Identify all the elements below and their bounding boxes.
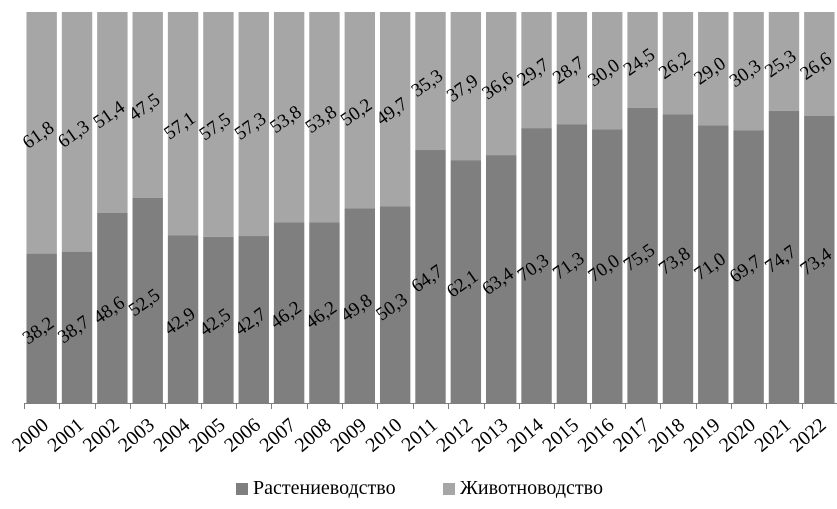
x-tick-label-2008: 2008 xyxy=(291,414,336,457)
bar-rastenievodstvo-2010 xyxy=(379,206,411,403)
bar-rastenievodstvo-2018 xyxy=(662,114,694,403)
bar-rastenievodstvo-2003 xyxy=(132,197,163,403)
bar-zhivotnovodstvo-2010 xyxy=(379,12,411,207)
bar-rastenievodstvo-2022 xyxy=(804,116,835,404)
x-tick-label-2006: 2006 xyxy=(220,414,265,457)
bar-rastenievodstvo-2016 xyxy=(592,129,623,404)
bar-rastenievodstvo-2014 xyxy=(521,128,552,403)
bar-rastenievodstvo-2004 xyxy=(167,235,199,403)
x-tick-label-2004: 2004 xyxy=(149,414,194,457)
bar-rastenievodstvo-2011 xyxy=(415,150,446,403)
bar-rastenievodstvo-2020 xyxy=(733,130,764,403)
x-tick-label-2000: 2000 xyxy=(8,414,53,457)
bar-zhivotnovodstvo-2015 xyxy=(556,12,588,125)
x-tick-label-2007: 2007 xyxy=(256,414,301,457)
bar-rastenievodstvo-2013 xyxy=(485,155,517,403)
x-tick-label-2001: 2001 xyxy=(43,414,88,457)
legend-rastenievodstvo-swatch xyxy=(236,483,248,495)
x-tick-label-2009: 2009 xyxy=(326,414,371,457)
bar-rastenievodstvo-2015 xyxy=(556,124,588,403)
legend-rastenievodstvo-label: Растениеводство xyxy=(253,477,396,499)
bar-zhivotnovodstvo-2022 xyxy=(804,12,835,117)
x-tick-label-2022: 2022 xyxy=(786,414,831,457)
bar-rastenievodstvo-2009 xyxy=(344,208,376,403)
x-tick-label-2014: 2014 xyxy=(503,414,548,457)
bar-zhivotnovodstvo-2018 xyxy=(662,12,694,115)
bar-zhivotnovodstvo-2014 xyxy=(521,12,552,129)
bar-zhivotnovodstvo-2000 xyxy=(26,12,57,254)
x-tick-label-2002: 2002 xyxy=(79,414,124,457)
x-tick-label-2021: 2021 xyxy=(750,414,795,457)
x-tick-label-2010: 2010 xyxy=(362,414,407,457)
bar-rastenievodstvo-2017 xyxy=(627,107,658,404)
bar-zhivotnovodstvo-2007 xyxy=(273,12,305,223)
bar-zhivotnovodstvo-2001 xyxy=(61,12,93,252)
bar-rastenievodstvo-2002 xyxy=(97,212,128,403)
bar-zhivotnovodstvo-2005 xyxy=(203,12,234,237)
x-tick-label-2015: 2015 xyxy=(538,414,583,457)
x-tick-label-2005: 2005 xyxy=(185,414,230,457)
bar-rastenievodstvo-2000 xyxy=(26,253,57,403)
x-tick-label-2003: 2003 xyxy=(114,414,159,457)
bar-rastenievodstvo-2005 xyxy=(203,236,234,403)
legend-rastenievodstvo: Растениеводство xyxy=(236,477,396,499)
bar-zhivotnovodstvo-2011 xyxy=(415,12,446,151)
bar-zhivotnovodstvo-2017 xyxy=(627,12,658,108)
x-tick-label-2019: 2019 xyxy=(680,414,725,457)
bar-zhivotnovodstvo-2020 xyxy=(733,12,764,131)
bar-rastenievodstvo-2019 xyxy=(698,125,729,403)
legend: Растениеводство Животноводство xyxy=(236,477,603,499)
bar-zhivotnovodstvo-2012 xyxy=(450,12,482,161)
x-tick-label-2018: 2018 xyxy=(644,414,689,457)
x-tick-label-2011: 2011 xyxy=(397,414,441,456)
legend-zhivotnovodstvo: Животноводство xyxy=(443,477,603,499)
legend-zhivotnovodstvo-label: Животноводство xyxy=(460,477,603,499)
bar-rastenievodstvo-2008 xyxy=(309,222,340,403)
x-axis: 2000200120022003200420052006200720082009… xyxy=(8,403,837,457)
bar-zhivotnovodstvo-2003 xyxy=(132,12,163,198)
bar-rastenievodstvo-2021 xyxy=(768,110,800,403)
bar-zhivotnovodstvo-2009 xyxy=(344,12,376,209)
bar-zhivotnovodstvo-2016 xyxy=(592,12,623,130)
bars-layer xyxy=(26,12,835,404)
bar-zhivotnovodstvo-2002 xyxy=(97,12,128,213)
x-tick-label-2020: 2020 xyxy=(715,414,760,457)
bar-zhivotnovodstvo-2013 xyxy=(485,12,517,156)
bar-rastenievodstvo-2007 xyxy=(273,222,305,403)
x-tick-label-2012: 2012 xyxy=(432,414,477,457)
bar-zhivotnovodstvo-2006 xyxy=(238,12,269,237)
x-tick-label-2016: 2016 xyxy=(574,414,619,457)
bar-zhivotnovodstvo-2021 xyxy=(768,12,800,111)
bar-zhivotnovodstvo-2008 xyxy=(309,12,340,223)
legend-zhivotnovodstvo-swatch xyxy=(443,483,455,495)
x-tick-label-2017: 2017 xyxy=(609,414,654,457)
bar-rastenievodstvo-2001 xyxy=(61,251,93,403)
bar-zhivotnovodstvo-2004 xyxy=(167,12,199,236)
bar-zhivotnovodstvo-2019 xyxy=(698,12,729,126)
x-tick-label-2013: 2013 xyxy=(468,414,513,457)
bar-rastenievodstvo-2006 xyxy=(238,236,269,403)
bar-rastenievodstvo-2012 xyxy=(450,160,482,403)
